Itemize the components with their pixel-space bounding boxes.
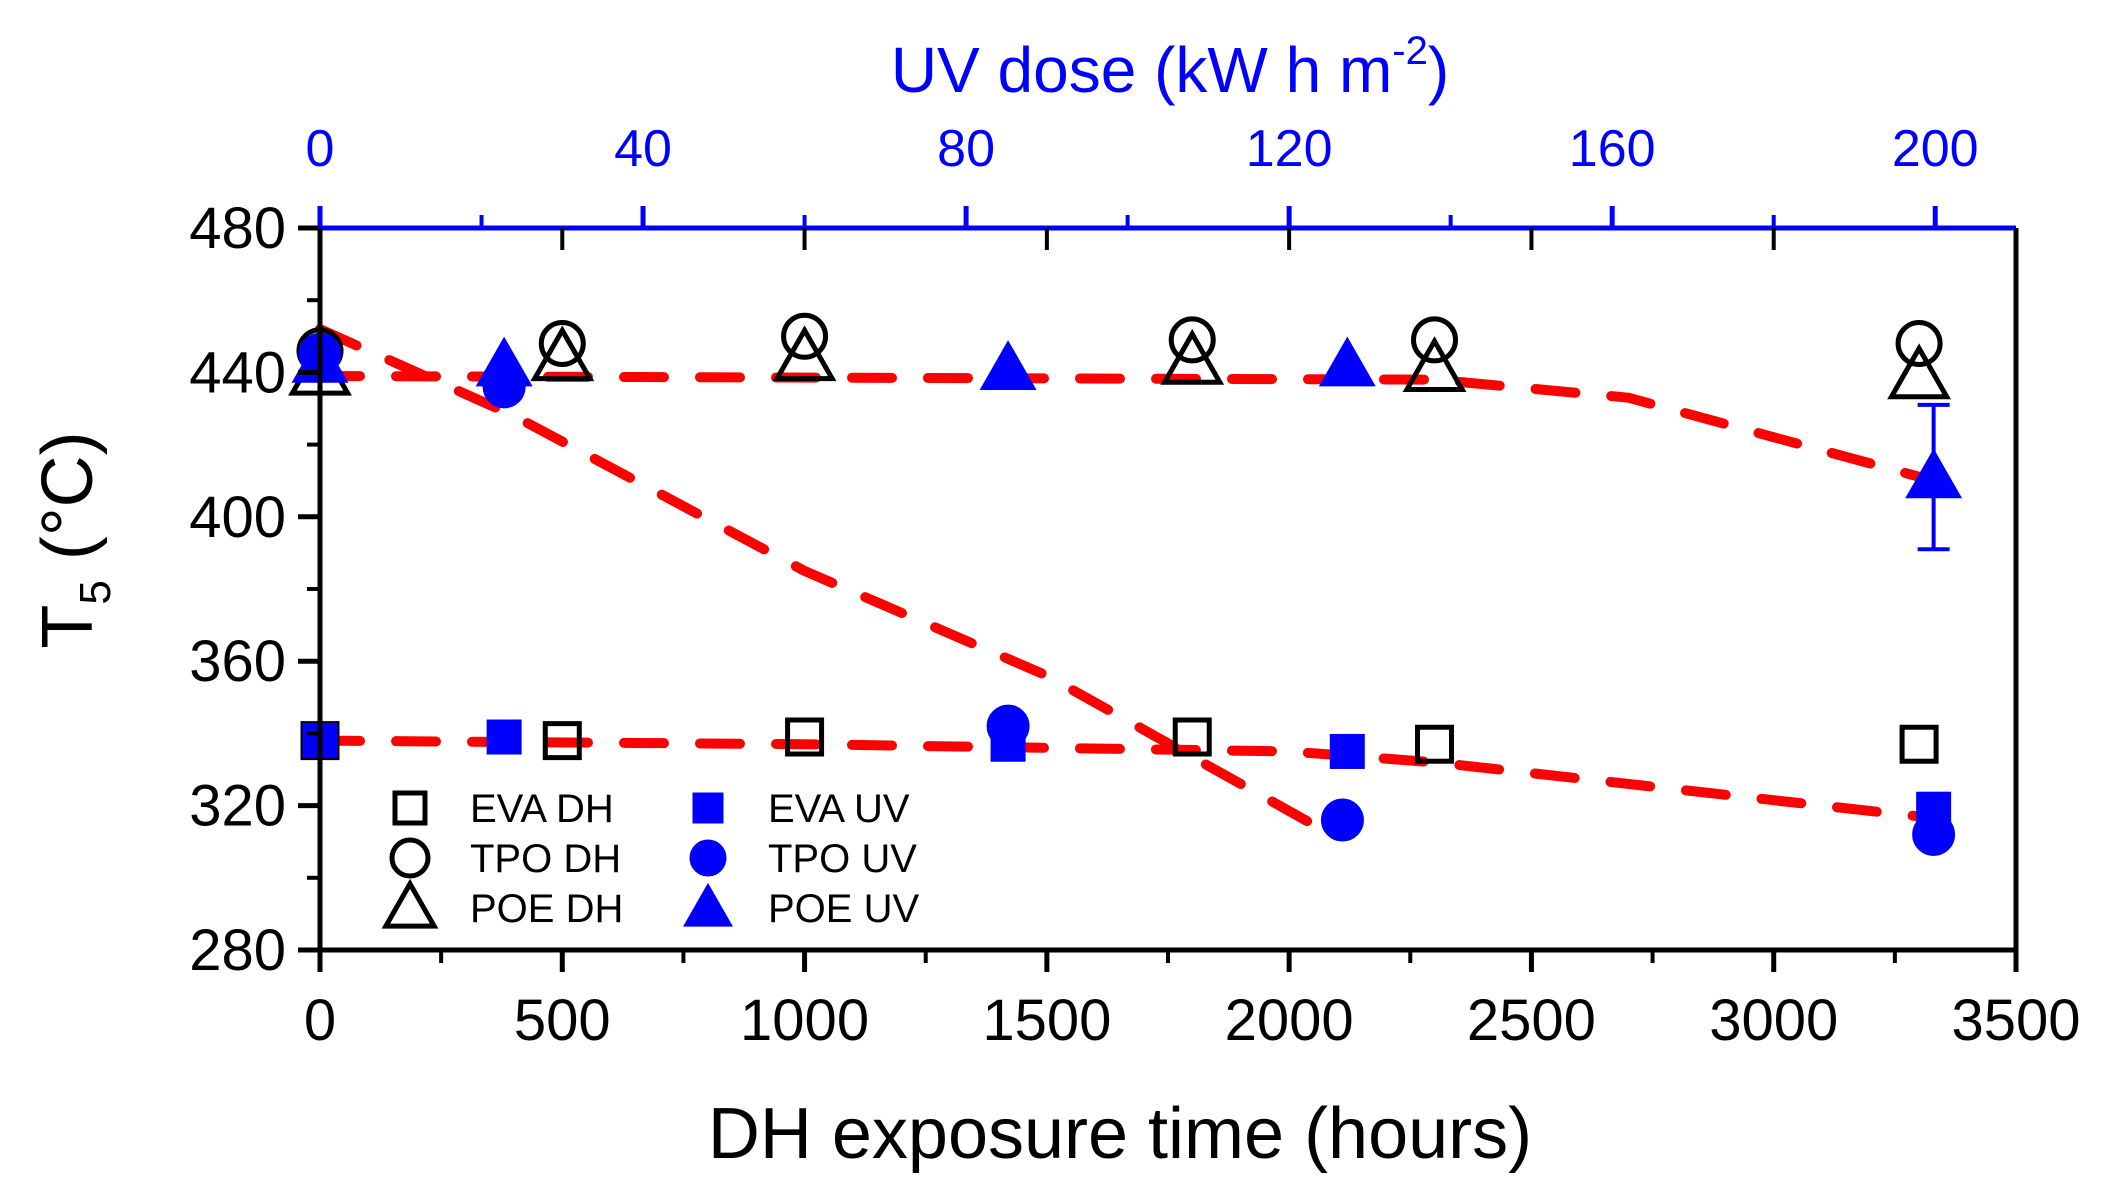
legend-marker-tpo-dh [389,837,431,879]
legend-marker-poe-uv [682,882,734,927]
y-tick-label: 480 [189,196,286,261]
legend-label: POE DH [470,887,623,931]
legend-label: EVA UV [768,787,910,831]
point-tpo-dh [538,320,586,368]
y-axis-label-sub: 5 [71,580,120,604]
point-eva-dh [542,721,582,761]
top-tick-label: 80 [937,120,995,178]
x-tick-label: 1500 [982,988,1111,1053]
y-tick-label: 280 [189,918,286,983]
top-tick-label: 160 [1569,120,1656,178]
point-tpo-dh [781,312,829,360]
data-markers [288,312,1963,856]
x-tick-label: 3500 [1951,988,2080,1053]
legend-label: POE UV [768,887,919,931]
x-tick-label: 3000 [1709,988,1838,1053]
point-poe-uv [1905,448,1963,499]
point-eva-dh [1899,724,1939,764]
point-poe-dh [530,325,595,382]
point-poe-uv [979,340,1037,390]
point-poe-uv [475,336,533,387]
point-eva-dh [1172,717,1212,757]
y-axis-label-unit: (°C) [28,431,108,580]
top-tick-label: 120 [1246,120,1333,178]
y-tick-label: 440 [189,340,286,405]
legend-label: EVA DH [470,787,614,831]
top-axis-label-main: UV dose (kW h m [891,34,1392,106]
trend-line [315,324,1343,844]
point-tpo-dh [1411,316,1459,364]
x-tick-label: 500 [514,988,611,1053]
point-eva-uv [1329,733,1365,769]
legend-label: TPO UV [768,837,917,881]
point-poe-dh [1887,343,1951,400]
top-axis-label-close: ) [1428,34,1449,106]
point-eva-dh [785,717,825,757]
trend-lines [315,324,1939,844]
y-tick-label: 320 [189,774,286,839]
top-tick-label: 0 [306,120,335,178]
axis-ticks: 0 500 1000 1500 2000 2500 3000 3500280320360400… [189,120,2080,1053]
x-tick-label: 2500 [1467,988,1596,1053]
point-eva-uv [486,719,522,755]
x-tick-label: 1000 [740,988,869,1053]
legend-marker-poe-dh [381,878,439,929]
legend-marker-tpo-uv [689,839,727,877]
x-axis-label: DH exposure time (hours) [708,1094,1532,1174]
point-eva-dh [1415,724,1455,764]
point-poe-dh [772,325,837,382]
point-poe-dh [1160,328,1225,385]
point-poe-dh [1402,336,1467,392]
point-tpo-uv [1320,798,1364,842]
x-tick-label: 0 [304,988,336,1053]
legend-label: TPO DH [470,837,621,881]
top-tick-label: 40 [614,120,672,178]
point-tpo-dh [1895,320,1943,368]
trend-line [315,371,1939,486]
y-axis-label-main: T [28,605,108,649]
top-axis-label: UV dose (kW h m-2) [891,29,1449,106]
point-poe-uv [1318,336,1376,387]
top-axis-label-sup: -2 [1392,29,1428,73]
y-tick-label: 360 [189,629,286,694]
trend-line [315,735,1925,822]
y-tick-label: 400 [189,485,286,550]
legend-marker-eva-uv [692,792,724,824]
point-tpo-uv [986,704,1030,748]
point-tpo-uv [1912,812,1956,856]
legend: EVA DH TPO DH POE DH EVA UV TPO UV POE UV [381,787,919,931]
legend-marker-eva-dh [392,790,428,826]
x-tick-label: 2000 [1225,988,1354,1053]
top-tick-label: 200 [1892,120,1979,178]
point-tpo-dh [1168,316,1216,364]
y-axis-label: T5 (°C) [28,431,120,648]
